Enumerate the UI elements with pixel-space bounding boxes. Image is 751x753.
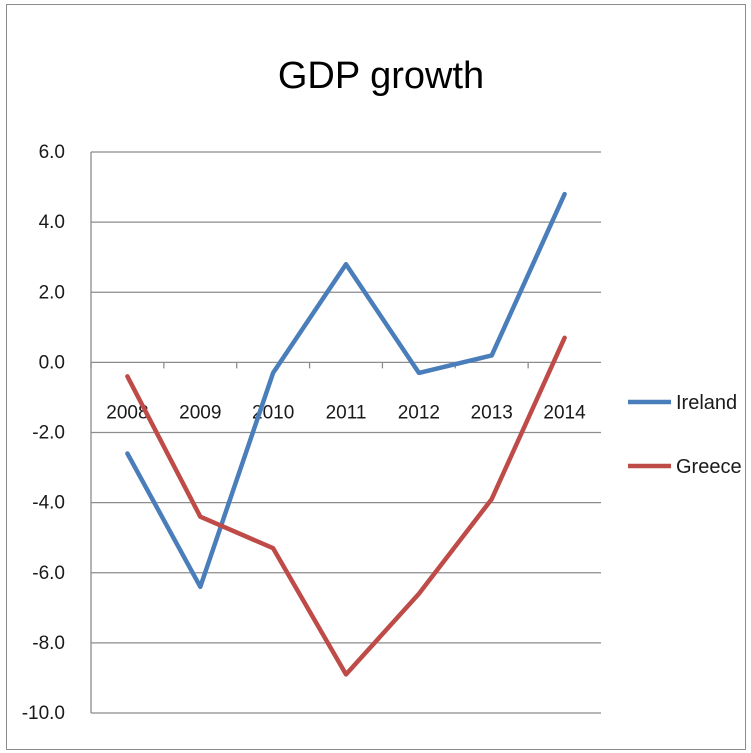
legend: Ireland Greece — [628, 392, 742, 478]
x-tick-label: 2011 — [326, 402, 367, 423]
y-tick-label: 0.0 — [39, 352, 65, 373]
chart-title: GDP growth — [278, 55, 484, 97]
y-tick-label: 2.0 — [39, 282, 65, 303]
legend-label-ireland: Ireland — [676, 392, 737, 414]
y-tick-label: -10.0 — [22, 703, 65, 724]
series-line-greece — [125, 335, 567, 677]
y-tick-label: -4.0 — [32, 493, 65, 514]
x-tick-label: 2012 — [398, 402, 440, 423]
x-tick-label: 2008 — [106, 402, 148, 423]
y-axis-tick-labels: 6.0 4.0 2.0 0.0 -2.0 -4.0 -6.0 -8.0 -10.0 — [22, 142, 65, 724]
gridlines — [90, 151, 601, 714]
y-tick-label: 4.0 — [39, 212, 65, 233]
y-tick-label: -2.0 — [32, 423, 65, 444]
y-tick-label: 6.0 — [39, 142, 65, 163]
x-axis-tick-labels: 2008 2009 2010 2011 2012 2013 2014 — [106, 402, 586, 423]
series-line-ireland — [125, 191, 567, 590]
y-tick-label: -6.0 — [32, 563, 65, 584]
x-tick-label: 2014 — [543, 402, 586, 423]
y-tick-label: -8.0 — [32, 633, 65, 654]
x-tick-label: 2009 — [179, 402, 221, 423]
series-lines — [125, 191, 567, 677]
x-tick-label: 2013 — [471, 402, 513, 423]
legend-label-greece: Greece — [676, 456, 742, 478]
